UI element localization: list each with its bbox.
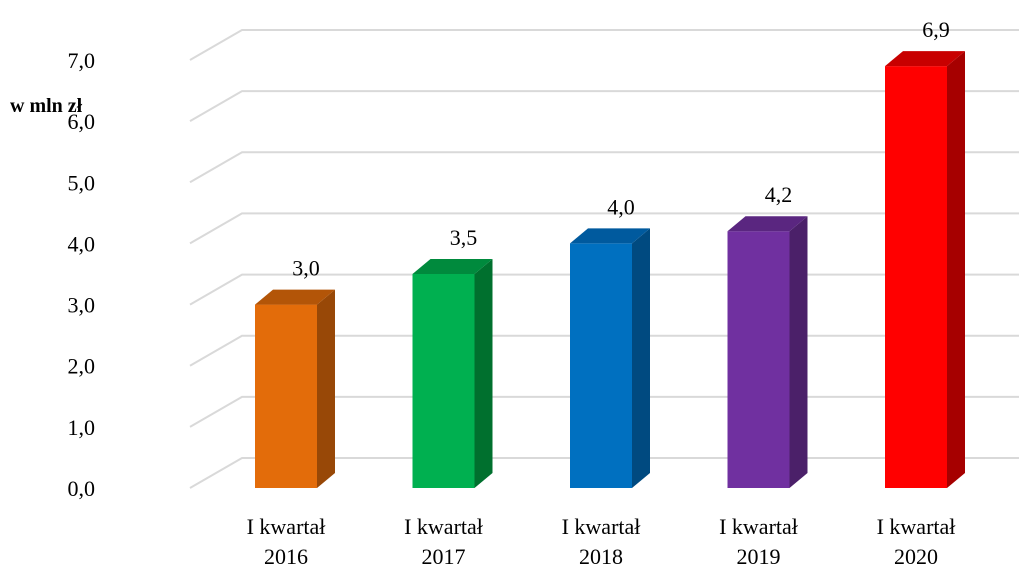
- y-tick-label: 4,0: [68, 231, 96, 256]
- bar-front: [413, 274, 475, 488]
- gridline: [190, 30, 1019, 60]
- y-tick-label: 1,0: [68, 415, 96, 440]
- y-tick-label: 0,0: [68, 476, 96, 501]
- category-label: I kwartał 2016: [247, 514, 326, 569]
- data-label: 3,5: [450, 225, 478, 250]
- bar-side: [790, 216, 808, 488]
- bars: [255, 51, 965, 488]
- y-axis-label: w mln zł: [10, 95, 83, 117]
- bar-front: [570, 243, 632, 488]
- bar-side: [632, 228, 650, 488]
- data-label: 3,0: [292, 256, 320, 281]
- category-label: I kwartał 2019: [719, 514, 798, 569]
- category-label: I kwartał 2018: [562, 514, 641, 569]
- y-tick-label: 3,0: [68, 293, 96, 318]
- bar: [885, 51, 965, 488]
- bar-front: [885, 66, 947, 488]
- bar: [413, 259, 493, 488]
- bar-side: [317, 290, 335, 488]
- bar: [728, 216, 808, 488]
- data-label: 4,0: [607, 194, 635, 219]
- y-tick-label: 7,0: [68, 48, 96, 73]
- bar: [255, 290, 335, 488]
- bar-front: [728, 231, 790, 488]
- bar: [570, 228, 650, 488]
- data-label: 6,9: [922, 17, 950, 42]
- bar-front: [255, 305, 317, 488]
- bar-side: [475, 259, 493, 488]
- category-label: I kwartał 2017: [404, 514, 483, 569]
- data-label: 4,2: [765, 182, 793, 207]
- y-tick-label: 2,0: [68, 354, 96, 379]
- y-tick-label: 5,0: [68, 170, 96, 195]
- category-label: I kwartał 2020: [877, 514, 956, 569]
- category-labels: I kwartał 2016 I kwartał 2017 I kwartał 2018 I…: [247, 514, 956, 569]
- bar-side: [947, 51, 965, 488]
